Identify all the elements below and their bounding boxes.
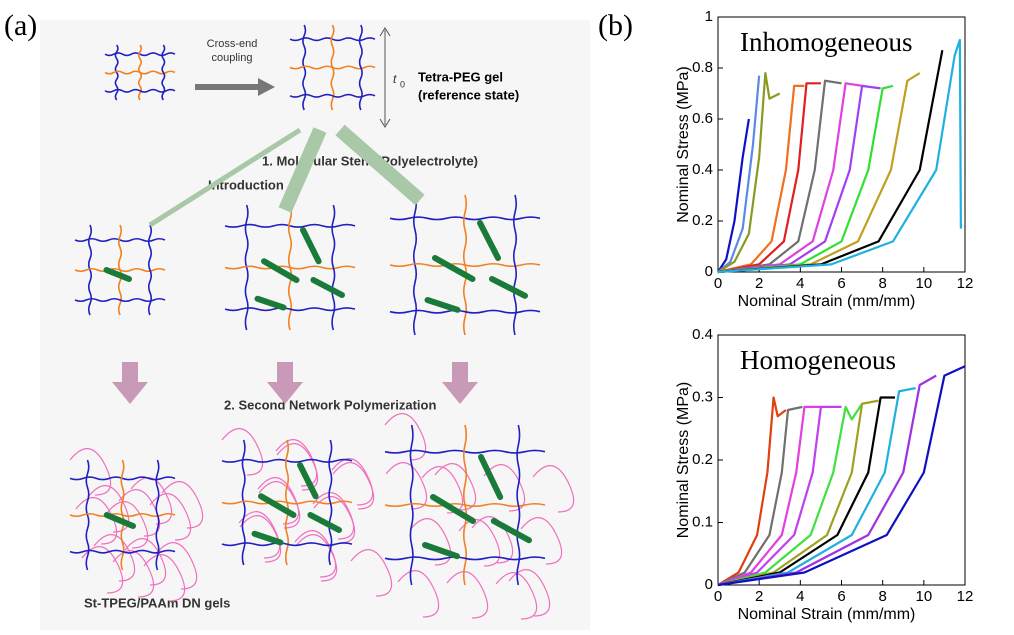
- y-tick-label: 0: [705, 576, 713, 593]
- reference-label: Tetra-PEG gel: [418, 69, 503, 84]
- step-label: 2. Second Network Polymerization: [224, 397, 436, 412]
- y-tick-label: 0.4: [692, 326, 713, 343]
- y-tick-label: 0.1: [692, 513, 713, 530]
- reference-label: (reference state): [418, 87, 519, 102]
- coupling-label: Cross-end: [207, 38, 258, 50]
- stress-strain-curve: [718, 86, 804, 272]
- x-tick-label: 6: [837, 588, 845, 605]
- x-tick-label: 4: [796, 588, 804, 605]
- panel-label: (a): [4, 9, 37, 42]
- x-tick-label: 10: [915, 588, 932, 605]
- panel-a-background: [40, 20, 590, 630]
- y-tick-label: 0.8: [692, 59, 713, 76]
- result-label: St-TPEG/PAAm DN gels: [84, 595, 230, 610]
- y-tick-label: 0.4: [692, 161, 713, 178]
- x-tick-label: 2: [755, 588, 763, 605]
- x-tick-label: 8: [878, 588, 886, 605]
- y-tick-label: 0: [705, 263, 713, 280]
- stress-strain-curve: [718, 40, 961, 272]
- x-axis-title: Nominal Strain (mm/mm): [738, 293, 916, 310]
- coupling-label: coupling: [212, 52, 253, 64]
- x-tick-label: 10: [915, 275, 932, 292]
- t-subscript: 0: [400, 79, 405, 89]
- y-tick-label: 0.6: [692, 110, 713, 127]
- x-tick-label: 2: [755, 275, 763, 292]
- y-tick-label: 0.3: [692, 388, 713, 405]
- x-axis-title: Nominal Strain (mm/mm): [738, 606, 916, 623]
- x-tick-label: 6: [837, 275, 845, 292]
- x-tick-label: 12: [957, 588, 974, 605]
- x-tick-label: 8: [878, 275, 886, 292]
- stress-strain-curve: [718, 76, 759, 272]
- x-tick-label: 4: [796, 275, 804, 292]
- figure: (a) (b) Cross-end coupling t 0 Tetra-PEG…: [0, 0, 1014, 635]
- stress-strain-curve: [718, 366, 965, 585]
- x-tick-label: 0: [714, 588, 722, 605]
- y-tick-label: 0.2: [692, 451, 713, 468]
- panel-label: (b): [598, 9, 633, 42]
- stress-strain-curve: [718, 401, 879, 585]
- stress-strain-curve: [718, 398, 786, 586]
- x-tick-label: 12: [957, 275, 974, 292]
- x-tick-label: 0: [714, 275, 722, 292]
- y-tick-label: 0.2: [692, 212, 713, 229]
- y-tick-label: 1: [705, 8, 713, 25]
- annotation: Homogeneous: [740, 345, 896, 375]
- stress-strain-curve: [718, 404, 862, 585]
- annotation: Inhomogeneous: [740, 27, 912, 57]
- stress-strain-curve: [718, 119, 749, 272]
- y-axis-title: Nominal Stress (MPa): [675, 66, 692, 222]
- y-axis-title: Nominal Stress (MPa): [675, 382, 692, 538]
